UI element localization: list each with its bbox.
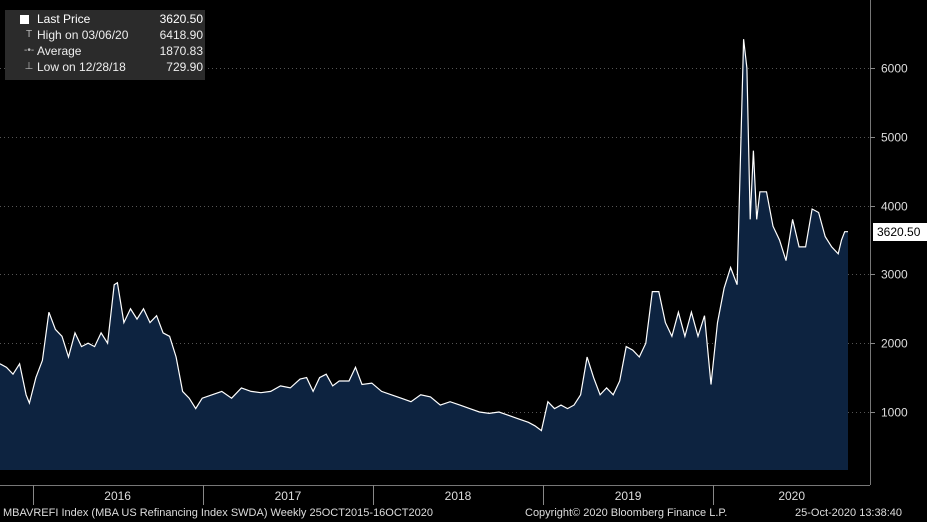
footer-timestamp: 25-Oct-2020 13:38:40: [795, 507, 903, 519]
y-tick-label: 4000: [881, 200, 908, 214]
x-tick-label: 2019: [615, 489, 642, 503]
legend-item-average: -•- Average 1870.83: [5, 43, 205, 59]
legend-value: 3620.50: [159, 12, 203, 26]
footer-bar: MBAVREFI Index (MBA US Refinancing Index…: [0, 505, 927, 522]
x-tick-label: 2018: [445, 489, 472, 503]
legend-item-last-price: Last Price 3620.50: [5, 11, 205, 27]
low-marker-icon: ⊥: [24, 61, 34, 72]
legend-label: High on 03/06/20: [37, 28, 129, 42]
y-tick-label: 1000: [881, 406, 908, 420]
legend-value: 729.90: [166, 60, 203, 74]
x-tick-label: 2020: [778, 489, 805, 503]
high-marker-icon: T: [25, 29, 33, 40]
legend-label: Low on 12/28/18: [37, 60, 126, 74]
series-line: [0, 39, 848, 432]
y-tick-label: 2000: [881, 337, 908, 351]
legend-item-high: T High on 03/06/20 6418.90: [5, 27, 205, 43]
last-price-tag: 3620.50: [873, 223, 927, 241]
x-tick-label: 2016: [104, 489, 131, 503]
series-area-fill: [0, 39, 848, 470]
y-tick-label: 3000: [881, 268, 908, 282]
legend-label: Average: [37, 44, 82, 58]
y-tick-label: 6000: [881, 62, 908, 76]
x-tick-label: 2017: [275, 489, 302, 503]
footer-copyright: Copyright© 2020 Bloomberg Finance L.P.: [525, 507, 728, 519]
legend-box: Last Price 3620.50 T High on 03/06/20 64…: [5, 10, 205, 80]
legend-item-low: ⊥ Low on 12/28/18 729.90: [5, 59, 205, 75]
legend-value: 6418.90: [159, 28, 203, 42]
legend-label: Last Price: [37, 12, 91, 26]
footer-ticker: MBAVREFI Index (MBA US Refinancing Index…: [3, 507, 433, 519]
legend-value: 1870.83: [159, 44, 203, 58]
y-tick-label: 5000: [881, 131, 908, 145]
average-marker-icon: -•-: [24, 45, 35, 56]
legend-swatch-icon: [20, 15, 29, 24]
